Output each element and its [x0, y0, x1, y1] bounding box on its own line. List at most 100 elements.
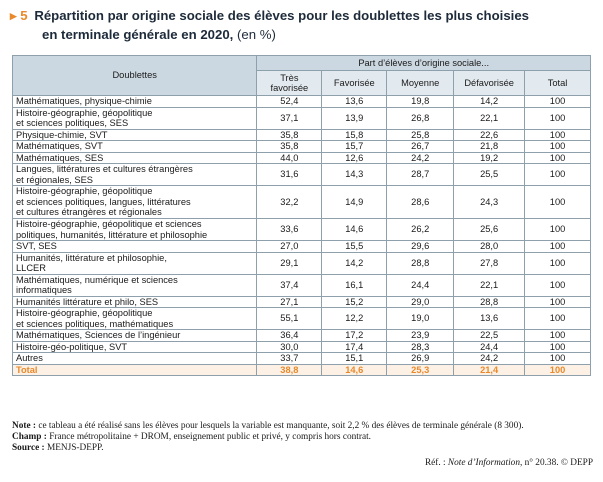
table-row: Physique-chimie, SVT 35,8 15,8 25,8 22,6 100	[11, 128, 591, 141]
value-cell: 100	[524, 352, 591, 365]
value-cell: 100	[524, 307, 591, 330]
column-header-row: Très favorisée Favorisée Moyenne Défavor…	[13, 70, 591, 96]
doublettes-header: Doublettes	[11, 55, 258, 96]
value-cell: 12,6	[321, 151, 388, 164]
value-cell: 38,8	[256, 363, 323, 376]
table-row: SVT, SES 27,0 15,5 29,6 28,0 100	[11, 240, 591, 253]
doublette-label: Histoire-géo-politique, SVT	[11, 340, 258, 353]
value-cell: 16,1	[321, 273, 388, 297]
value-cell: 29,1	[256, 251, 323, 275]
value-cell: 100	[524, 218, 591, 241]
column-header: Très favorisée	[256, 70, 323, 96]
value-cell: 100	[524, 128, 591, 141]
doublette-label: Autres	[11, 352, 258, 365]
value-cell: 29,0	[386, 295, 455, 308]
value-cell: 100	[524, 240, 591, 253]
value-cell: 25,6	[453, 218, 526, 241]
value-cell: 27,8	[453, 251, 526, 275]
value-cell: 33,7	[256, 352, 323, 365]
value-cell: 22,5	[453, 329, 526, 342]
value-cell: 31,6	[256, 163, 323, 186]
value-cell: 100	[524, 251, 591, 275]
social-origin-table: Doublettes Part d’élèves d’origine socia…	[11, 55, 591, 376]
doublette-label: Total	[11, 363, 258, 376]
table-row: Histoire-géographie, géopolitique et sci…	[11, 185, 591, 219]
value-cell: 29,6	[386, 240, 455, 253]
note-label: Note :	[12, 421, 37, 431]
value-cell: 24,4	[453, 340, 526, 353]
value-cell: 15,2	[321, 295, 388, 308]
doublette-label: Histoire-géographie, géopolitique et sci…	[11, 185, 258, 219]
value-cell: 100	[524, 295, 591, 308]
value-cell: 26,7	[386, 140, 455, 153]
doublette-label: Physique-chimie, SVT	[11, 128, 258, 141]
value-cell: 36,4	[256, 329, 323, 342]
value-cell: 100	[524, 185, 591, 219]
figure-title: ▸ 5 Répartition par origine sociale des …	[10, 6, 595, 44]
value-cell: 30,0	[256, 340, 323, 353]
value-cell: 24,3	[453, 185, 526, 219]
value-cell: 25,8	[386, 128, 455, 141]
value-cell: 15,1	[321, 352, 388, 365]
doublette-label: Mathématiques, Sciences de l’ingénieur	[11, 329, 258, 342]
doublette-label: Mathématiques, SVT	[11, 140, 258, 153]
value-cell: 14,6	[321, 218, 388, 241]
value-cell: 25,3	[386, 363, 455, 376]
value-cell: 28,3	[386, 340, 455, 353]
table-row: Langues, littératures et cultures étrang…	[11, 163, 591, 186]
title-unit: (en %)	[237, 27, 276, 42]
doublette-label: Histoire-géographie, géopolitique et sci…	[11, 218, 258, 241]
table-row: Humanités, littérature et philosophie, L…	[11, 251, 591, 275]
value-cell: 19,8	[386, 95, 455, 108]
value-cell: 26,9	[386, 352, 455, 365]
note-text: ce tableau a été réalisé sans les élèves…	[38, 421, 524, 431]
doublette-label: Histoire-géographie, géopolitique et sci…	[11, 106, 258, 130]
table-row: Mathématiques, numérique et sciences inf…	[11, 273, 591, 297]
doublette-label: Humanités littérature et philo, SES	[11, 295, 258, 308]
table-row: Histoire-géographie, géopolitique et sci…	[11, 307, 591, 330]
reference-prefix: Réf. :	[424, 458, 446, 468]
value-cell: 24,2	[453, 352, 526, 365]
doublette-label: Histoire-géographie, géopolitique et sci…	[11, 307, 258, 330]
champ-line: Champ : France métropolitaine + DROM, en…	[12, 432, 597, 443]
source-line: Source : MENJS-DEPP.	[12, 443, 597, 454]
value-cell: 25,5	[453, 163, 526, 186]
value-cell: 26,2	[386, 218, 455, 241]
column-header: Favorisée	[321, 70, 388, 96]
table-row: Mathématiques, SVT 35,8 15,7 26,7 21,8 100	[11, 140, 591, 153]
value-cell: 27,1	[256, 295, 323, 308]
table-row: Humanités littérature et philo, SES 27,1 1…	[11, 295, 591, 308]
champ-text: France métropolitaine + DROM, enseigneme…	[49, 432, 371, 442]
doublette-label: Mathématiques, physique-chimie	[11, 95, 258, 108]
table-row: Histoire-géographie, géopolitique et sci…	[11, 218, 591, 241]
value-cell: 22,1	[453, 106, 526, 130]
table-body: Mathématiques, physique-chimie 52,4 13,6 19…	[11, 95, 591, 376]
value-cell: 27,0	[256, 240, 323, 253]
value-cell: 22,1	[453, 273, 526, 297]
value-cell: 24,4	[386, 273, 455, 297]
value-cell: 12,2	[321, 307, 388, 330]
column-header: Défavorisée	[453, 70, 526, 96]
table-row: Histoire-géographie, géopolitique et sci…	[11, 106, 591, 130]
doublette-label: Mathématiques, SES	[11, 151, 258, 164]
triangle-marker-icon: ▸	[10, 8, 17, 23]
value-cell: 21,8	[453, 140, 526, 153]
value-cell: 100	[524, 340, 591, 353]
reference-line: Réf. : Note d’Information, n° 20.38. © D…	[425, 458, 593, 468]
value-cell: 100	[524, 273, 591, 297]
value-cell: 28,6	[386, 185, 455, 219]
value-cell: 37,1	[256, 106, 323, 130]
value-cell: 100	[524, 329, 591, 342]
table-row: Mathématiques, physique-chimie 52,4 13,6 19…	[11, 95, 591, 108]
value-cell: 44,0	[256, 151, 323, 164]
value-cell: 13,6	[321, 95, 388, 108]
value-cell: 21,4	[453, 363, 526, 376]
value-cell: 19,0	[386, 307, 455, 330]
value-cell: 14,2	[453, 95, 526, 108]
value-cell: 14,6	[321, 363, 388, 376]
value-cell: 26,8	[386, 106, 455, 130]
table-row: Mathématiques, Sciences de l’ingénieur 36…	[11, 329, 591, 342]
value-cell: 28,8	[453, 295, 526, 308]
table-row: Histoire-géo-politique, SVT 30,0 17,4 28,3 2…	[11, 340, 591, 353]
value-cell: 28,8	[386, 251, 455, 275]
